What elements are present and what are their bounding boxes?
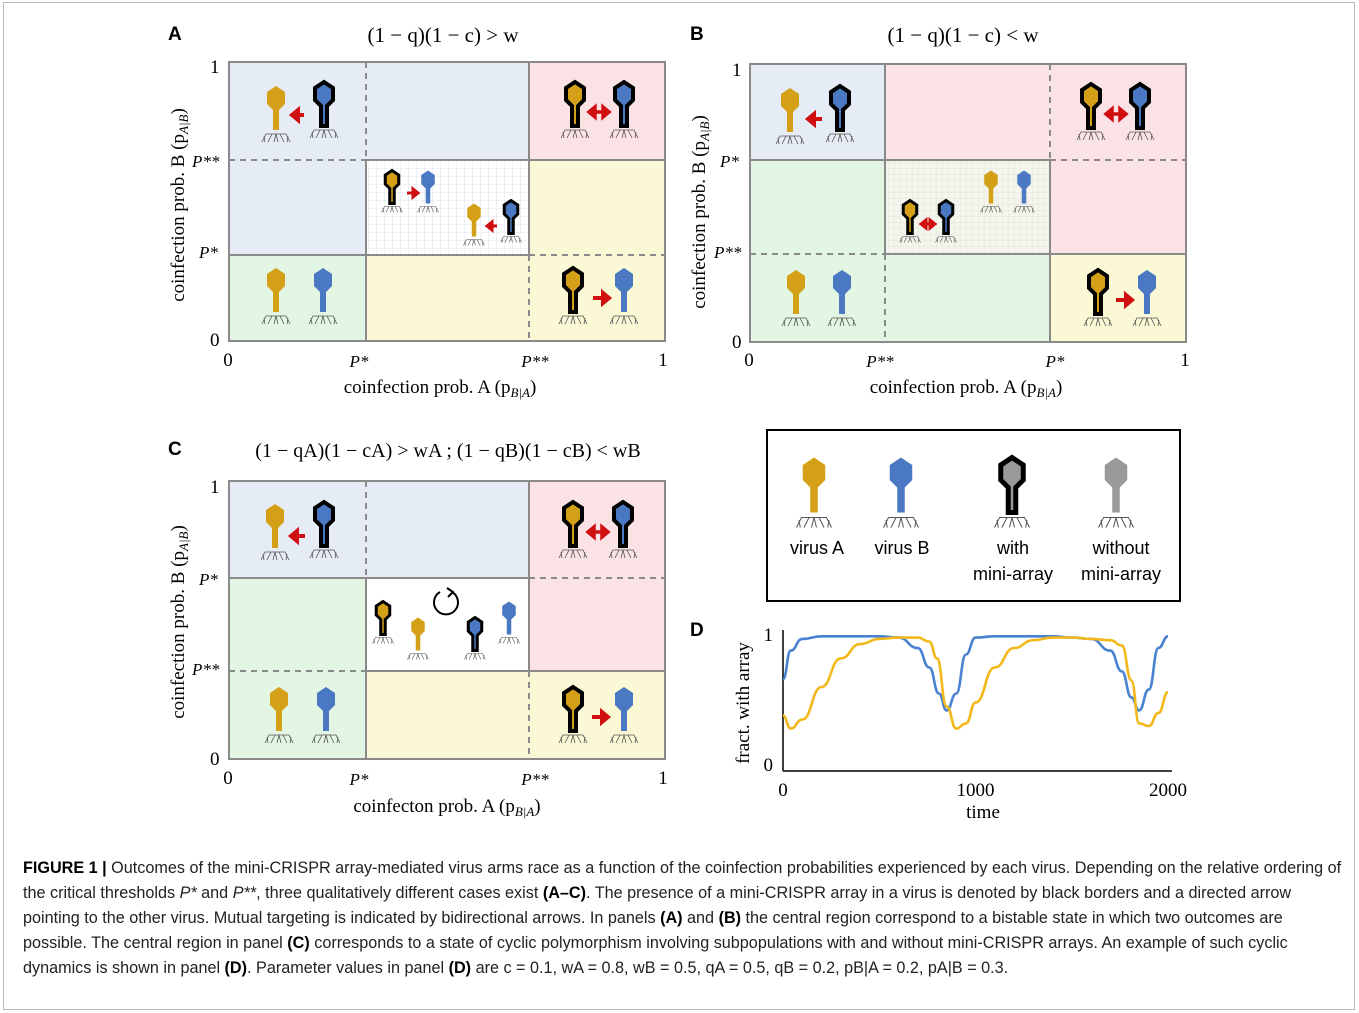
arrow-icon xyxy=(287,526,305,546)
caption-text: are c = 0.1, wA = 0.8, wB = 0.5, qA = 0.… xyxy=(471,959,1009,977)
y-tick-label: P* xyxy=(719,152,739,171)
caption-ref: (D) xyxy=(224,959,248,977)
double-arrow-icon xyxy=(585,523,611,541)
y-tick-label: P* xyxy=(198,243,218,262)
y-tick-zero: 0 xyxy=(210,330,220,351)
x-tick-label: 2000 xyxy=(1149,780,1187,801)
cycle-icon xyxy=(433,587,459,616)
x-tick-zero: 0 xyxy=(744,350,754,371)
x-tick-zero: 0 xyxy=(223,350,233,371)
arrow-icon xyxy=(804,109,822,129)
y-tick-zero: 0 xyxy=(210,749,220,770)
double-arrow-icon xyxy=(918,216,938,232)
caption-symbol: P* xyxy=(179,884,197,902)
arrow-icon xyxy=(407,185,421,201)
caption-ref: (D) xyxy=(448,959,472,977)
x-axis-label: coinfection prob. A (pB|A) xyxy=(870,377,1063,400)
panel-letter: C xyxy=(168,439,182,460)
arrow-icon xyxy=(288,105,304,125)
y-tick-label: P** xyxy=(191,152,220,171)
panel-letter: D xyxy=(690,620,704,641)
legend-label-with: with xyxy=(996,538,1029,558)
caption-text: corresponds to a state of cyclic polymor… xyxy=(23,934,1288,977)
panel-condition: (1 − q)(1 − c) > w xyxy=(368,23,520,47)
caption-text: the central region correspond to a bista… xyxy=(23,909,1283,952)
caption-text: and xyxy=(682,909,719,927)
chart-ticks: 0 1000 2000 0 1 xyxy=(764,625,1188,801)
caption-ref: (A–C) xyxy=(542,884,586,902)
y-tick-label: 0 xyxy=(764,755,774,776)
y-tick-label: 1 xyxy=(764,625,774,646)
x-tick-one: 1 xyxy=(1180,350,1190,371)
y-tick-one: 1 xyxy=(210,477,220,498)
x-tick-zero: 0 xyxy=(223,768,233,789)
x-tick-label: P* xyxy=(1045,352,1065,371)
caption-ref: (B) xyxy=(718,909,742,927)
caption-text: . Parameter values in panel xyxy=(247,959,449,977)
x-tick-label: P** xyxy=(520,352,549,371)
x-tick-label: P* xyxy=(349,352,369,371)
y-axis-label: coinfection prob. B (pA|B) xyxy=(168,108,191,302)
panel-a: A (1 − q)(1 − c) > w 1 0 P** P* 0 1 P* P… xyxy=(168,23,668,400)
caption-ref: (C) xyxy=(287,934,310,952)
y-axis-label: fract. with array xyxy=(733,642,754,764)
y-tick-zero: 0 xyxy=(732,332,742,353)
caption-ref: (A) xyxy=(660,909,683,927)
caption-text: , three qualitatively different cases ex… xyxy=(256,884,543,902)
y-tick-label: P** xyxy=(191,660,220,679)
x-axis-label: time xyxy=(966,802,1000,823)
caption-symbol: P** xyxy=(232,884,257,902)
panel-d: D 0 1000 2000 0 1 time fract. with array xyxy=(690,620,1187,823)
x-tick-one: 1 xyxy=(658,768,668,789)
arrow-icon xyxy=(592,707,612,727)
x-axis-label: coinfection prob. A (pB|A) xyxy=(344,377,537,400)
y-tick-label: P** xyxy=(713,243,742,262)
figure-graphics: A (1 − q)(1 − c) > w 1 0 P** P* 0 1 P* P… xyxy=(168,23,1190,823)
legend-label-virus-a: virus A xyxy=(790,538,844,558)
panel-letter: B xyxy=(690,24,704,45)
legend-label-without-sub: mini-array xyxy=(1081,564,1161,584)
series-line-2 xyxy=(782,636,1169,730)
x-axis-label: coinfecton prob. A (pB|A) xyxy=(353,796,540,819)
series-line-1 xyxy=(781,635,1169,712)
figure-frame xyxy=(3,2,1355,1010)
y-tick-one: 1 xyxy=(732,60,742,81)
y-tick-label: P* xyxy=(198,570,218,589)
panel-condition: (1 − qA)(1 − cA) > wA ; (1 − qB)(1 − cB)… xyxy=(255,440,640,462)
x-tick-label: P** xyxy=(865,352,894,371)
panel-condition: (1 − q)(1 − c) < w xyxy=(888,23,1040,47)
y-tick-one: 1 xyxy=(210,57,220,78)
caption-text: and xyxy=(196,884,233,902)
legend-label-with-sub: mini-array xyxy=(973,564,1053,584)
legend-label-virus-b: virus B xyxy=(874,538,929,558)
x-tick-one: 1 xyxy=(658,350,668,371)
panel-b: B (1 − q)(1 − c) < w 1 0 P* P** 0 1 P** … xyxy=(689,23,1190,400)
arrow-icon xyxy=(1116,290,1136,310)
x-tick-label: P* xyxy=(349,770,369,789)
panel-letter: A xyxy=(168,24,182,45)
arrow-icon xyxy=(484,218,497,234)
y-axis-label: coinfection prob. B (pA|B) xyxy=(689,115,712,309)
figure-label: FIGURE 1 | xyxy=(23,859,107,877)
panel-c: C (1 − qA)(1 − cA) > wA ; (1 − qB)(1 − c… xyxy=(168,439,668,819)
legend: virus A virus B with mini-array without … xyxy=(766,429,1181,602)
x-tick-label: 1000 xyxy=(957,780,995,801)
caption-text: Outcomes of the mini-CRISPR array-mediat… xyxy=(23,859,1342,902)
legend-label-without: without xyxy=(1091,538,1149,558)
chart-series xyxy=(781,635,1169,730)
caption-text: . The presence of a mini-CRISPR array in… xyxy=(23,884,1292,927)
double-arrow-icon xyxy=(586,103,612,121)
y-axis-label: coinfection prob. B (pA|B) xyxy=(168,525,191,719)
arrow-icon xyxy=(593,288,613,308)
x-tick-label: P** xyxy=(520,770,549,789)
figure-caption: FIGURE 1 | Outcomes of the mini-CRISPR a… xyxy=(23,856,1343,981)
double-arrow-icon xyxy=(1103,105,1129,123)
x-tick-label: 0 xyxy=(778,780,788,801)
